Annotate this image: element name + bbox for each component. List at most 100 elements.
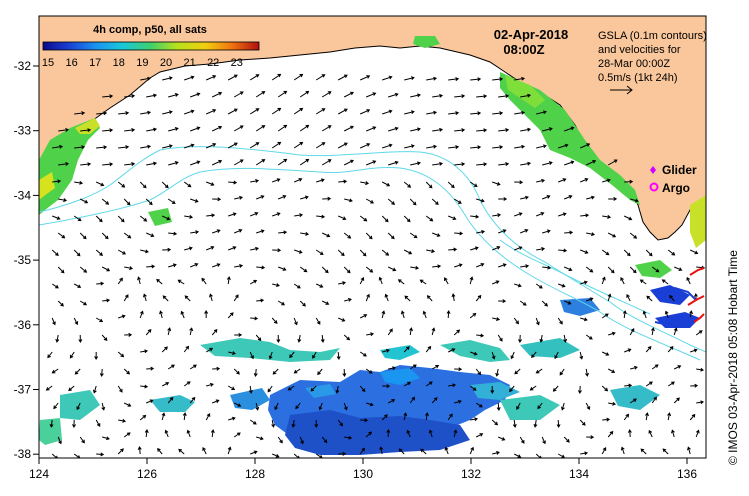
velocity-arrow — [382, 384, 391, 389]
velocity-arrow — [95, 317, 104, 323]
velocity-arrow — [359, 143, 371, 149]
velocity-arrow — [428, 429, 433, 438]
velocity-arrow — [139, 414, 147, 421]
velocity-arrow — [299, 158, 310, 166]
velocity-arrow — [431, 397, 438, 404]
note-line-2: and velocities for — [598, 44, 681, 56]
credit-text: © IMOS 03-Apr-2018 05:08 Hobart Time — [726, 250, 740, 465]
velocity-arrow — [476, 94, 488, 99]
y-tick-label: -35 — [14, 253, 32, 267]
velocity-arrow — [601, 276, 606, 285]
velocity-arrow — [234, 229, 243, 234]
velocity-arrow — [536, 178, 546, 183]
velocity-arrow — [470, 77, 482, 82]
velocity-arrow — [227, 74, 238, 81]
velocity-notes: GSLA (0.1m contours) and velocities for … — [598, 30, 707, 95]
velocity-arrow — [212, 366, 221, 371]
scale-arrow-icon — [610, 85, 633, 95]
velocity-arrow — [234, 195, 244, 200]
velocity-arrow — [366, 126, 377, 132]
velocity-arrow — [74, 180, 84, 185]
velocity-arrow — [695, 330, 703, 336]
velocity-arrow — [256, 229, 265, 234]
legend-glider: Glider — [662, 163, 697, 177]
y-tick-label: -33 — [14, 124, 32, 138]
velocity-arrow — [167, 396, 174, 404]
velocity-arrow — [299, 300, 306, 307]
velocity-arrow — [164, 429, 169, 438]
velocity-arrow — [146, 232, 155, 238]
velocity-arrow — [667, 345, 674, 353]
velocity-arrow — [448, 77, 460, 82]
velocity-arrow — [366, 160, 377, 166]
velocity-arrow — [623, 413, 630, 421]
velocity-arrow — [359, 215, 368, 222]
velocity-arrow — [661, 279, 669, 285]
velocity-arrow — [162, 110, 173, 115]
velocity-arrow — [161, 382, 170, 387]
velocity-arrow — [448, 145, 460, 150]
velocity-arrow — [249, 108, 260, 115]
velocity-arrow — [690, 348, 698, 353]
glider-diamond-icon — [650, 166, 656, 174]
velocity-arrow — [343, 334, 351, 341]
velocity-arrow — [96, 452, 105, 457]
velocity-arrow — [686, 276, 691, 285]
velocity-arrow — [272, 212, 281, 217]
velocity-arrow — [249, 279, 258, 285]
velocity-arrow — [620, 276, 625, 285]
velocity-arrow — [256, 265, 266, 270]
velocity-arrow — [382, 348, 390, 353]
velocity-arrow — [513, 317, 519, 325]
velocity-arrow — [536, 247, 546, 251]
velocity-arrow — [425, 215, 434, 222]
velocity-arrow — [184, 143, 195, 149]
y-axis: -32 -33 -34 -35 -36 -37 -38 — [14, 59, 39, 461]
velocity-arrow — [409, 364, 417, 370]
velocity-arrow — [321, 159, 332, 166]
velocity-arrow — [58, 127, 70, 132]
velocity-arrow — [79, 436, 85, 444]
velocity-arrow — [72, 419, 77, 428]
velocity-arrow — [118, 111, 130, 115]
velocity-arrow — [57, 232, 66, 239]
velocity-arrow — [387, 399, 396, 404]
velocity-arrow — [492, 181, 501, 186]
velocity-arrow — [314, 419, 319, 428]
velocity-arrow — [234, 264, 244, 268]
velocity-arrow — [580, 317, 588, 322]
velocity-arrow — [338, 215, 347, 221]
velocity-arrow — [365, 293, 370, 302]
plot-frame — [38, 15, 707, 459]
velocity-arrow — [671, 429, 675, 438]
velocity-arrow — [73, 317, 79, 326]
velocity-arrow — [139, 215, 148, 222]
velocity-arrow — [381, 414, 388, 421]
velocity-arrow — [249, 74, 260, 81]
velocity-arrow — [272, 248, 282, 253]
velocity-arrow — [542, 229, 551, 234]
velocity-arrow — [469, 446, 474, 455]
velocity-arrow — [190, 263, 199, 268]
velocity-arrow — [57, 300, 64, 307]
velocity-arrow — [123, 432, 131, 438]
velocity-arrow — [559, 368, 565, 376]
velocity-arrow — [248, 385, 253, 394]
velocity-arrow — [206, 246, 215, 251]
velocity-arrow — [117, 181, 126, 188]
velocity-arrow — [470, 214, 480, 219]
velocity-arrow — [602, 214, 612, 219]
velocity-arrow — [162, 295, 169, 302]
velocity-arrow — [623, 249, 631, 257]
velocity-arrow — [360, 181, 370, 186]
velocity-arrow — [359, 249, 367, 257]
velocity-arrow — [226, 276, 231, 285]
velocity-arrow — [161, 346, 168, 353]
velocity-arrow — [601, 351, 610, 356]
velocity-arrow — [337, 142, 348, 149]
velocity-arrow — [586, 232, 596, 237]
velocity-arrow — [426, 249, 436, 254]
velocity-arrow — [255, 334, 262, 342]
velocity-arrow — [338, 451, 347, 456]
velocity-arrow — [337, 74, 348, 81]
